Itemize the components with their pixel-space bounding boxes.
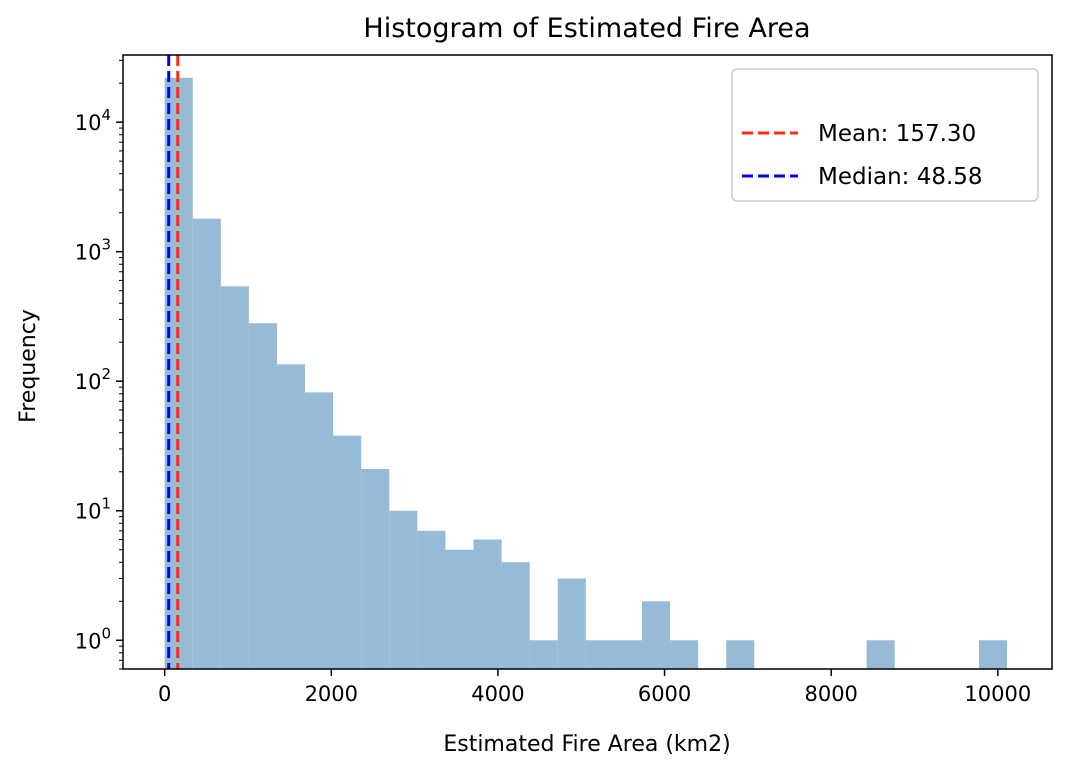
x-tick-label: 4000 — [471, 682, 524, 706]
histogram-bar — [529, 640, 558, 669]
histogram-bar — [585, 640, 614, 669]
histogram-bar — [417, 530, 446, 669]
histogram-bar — [248, 323, 277, 669]
histogram-bar — [670, 640, 699, 669]
plot-frame — [122, 54, 1053, 670]
y-tick-label: 102 — [75, 365, 111, 394]
histogram-bar — [220, 286, 249, 669]
histogram-bar — [557, 578, 586, 669]
histogram-bar — [726, 640, 755, 669]
histogram-bar — [641, 601, 671, 669]
bars-layer — [164, 77, 1008, 669]
x-tick-label: 0 — [158, 682, 171, 706]
reference-lines-layer — [167, 55, 180, 669]
histogram-bar — [333, 435, 362, 669]
histogram-bar — [473, 539, 502, 669]
histogram-bar — [445, 549, 474, 669]
y-tick-label: 104 — [75, 106, 111, 135]
histogram-bar — [361, 469, 390, 669]
y-tick-label: 101 — [75, 495, 111, 524]
chart-title: Histogram of Estimated Fire Area — [363, 13, 810, 44]
legend-box — [731, 68, 1039, 202]
histogram-bar — [389, 510, 418, 669]
histogram-bar — [978, 640, 1008, 669]
y-tick-label: 103 — [75, 236, 111, 265]
x-tick-label: 2000 — [305, 682, 358, 706]
y-axis-label: Frequency — [16, 309, 41, 423]
histogram-bar — [501, 562, 530, 669]
y-tick-label: 100 — [75, 624, 111, 653]
x-axis: 0 2000 4000 6000 8000 10000 — [158, 669, 1031, 706]
x-tick-label: 6000 — [638, 682, 691, 706]
histogram-bar — [276, 364, 306, 669]
legend-entry-label: Median: 48.58 — [818, 164, 983, 190]
y-axis: 100 101 102 103 104 — [75, 59, 123, 670]
legend-entry-label: Mean: 157.30 — [818, 121, 976, 147]
legend: Mean: 157.30 Median: 48.58 — [731, 68, 1039, 202]
histogram-bar — [164, 77, 193, 669]
histogram-bar — [305, 392, 334, 669]
x-axis-label: Estimated Fire Area (km2) — [443, 732, 730, 757]
histogram-bar — [613, 640, 642, 669]
histogram-bar — [192, 218, 221, 669]
histogram-bar — [866, 640, 895, 669]
x-tick-label: 8000 — [804, 682, 857, 706]
x-tick-label: 10000 — [964, 682, 1031, 706]
